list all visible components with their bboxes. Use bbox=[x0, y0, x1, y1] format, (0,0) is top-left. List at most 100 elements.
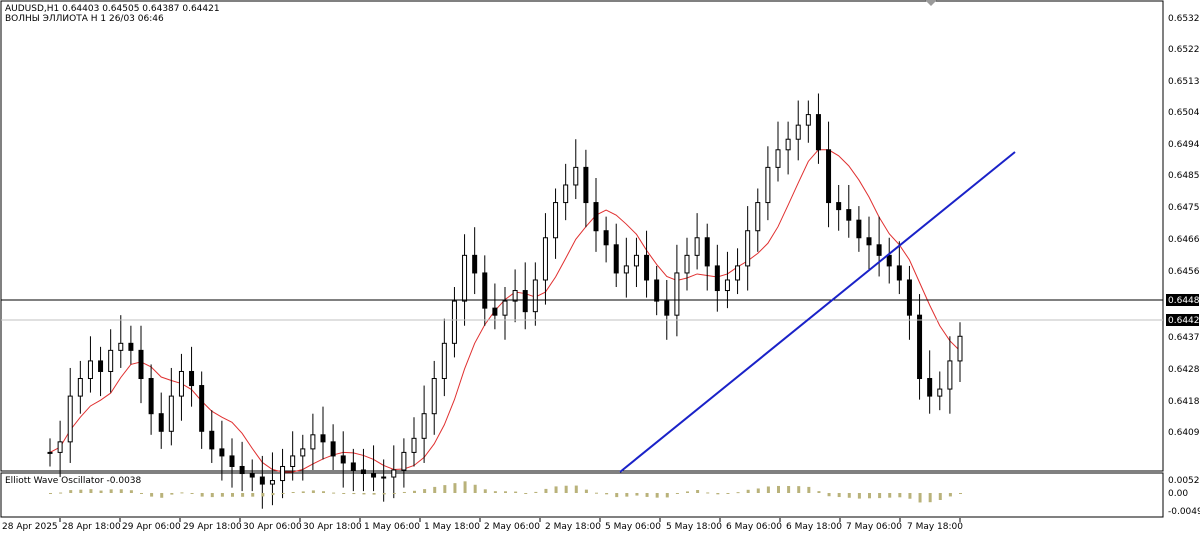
candle-body bbox=[826, 149, 832, 204]
oscillator-bar bbox=[301, 491, 305, 493]
candle-body bbox=[613, 244, 619, 274]
oscillator-bar bbox=[595, 492, 598, 494]
candle-body bbox=[563, 184, 569, 204]
price-tick: 0.64281 bbox=[1168, 365, 1200, 375]
candle-body bbox=[694, 237, 700, 256]
candle-body bbox=[492, 307, 498, 316]
oscillator-bar bbox=[129, 490, 133, 493]
candle-body bbox=[927, 378, 933, 397]
time-axis[interactable]: 28 Apr 2025 28 Apr 18:00 29 Apr 06:00 29… bbox=[2, 522, 963, 532]
candle-body bbox=[229, 455, 235, 467]
candle-body bbox=[633, 254, 639, 267]
candle-body bbox=[340, 455, 346, 464]
oscillator-bar bbox=[69, 490, 73, 493]
candle-body bbox=[47, 451, 53, 454]
candle-body bbox=[57, 441, 63, 453]
candle-body bbox=[664, 300, 670, 316]
candle-body bbox=[876, 244, 882, 256]
oscillator-bar bbox=[928, 493, 932, 503]
candle-body bbox=[77, 378, 83, 397]
candle-body bbox=[148, 378, 154, 415]
oscillator-bar bbox=[827, 493, 831, 497]
time-label: 2 May 06:00 bbox=[484, 522, 540, 532]
candle-body bbox=[724, 279, 730, 292]
symbol-header: AUDUSD,H1 0.64403 0.64505 0.64387 0.6442… bbox=[5, 4, 220, 14]
trendline[interactable] bbox=[619, 151, 1016, 473]
price-axis[interactable]: 0.65321 0.65226 0.65131 0.65041 0.64946 … bbox=[1166, 14, 1200, 438]
candle-body bbox=[502, 300, 508, 316]
candle-body bbox=[280, 465, 286, 482]
oscillator-bar bbox=[706, 492, 710, 494]
candle-body bbox=[259, 476, 265, 485]
candle-body bbox=[856, 219, 862, 239]
time-label: 7 May 18:00 bbox=[907, 522, 963, 532]
price-tick: 0.65041 bbox=[1168, 108, 1200, 118]
candle-body bbox=[917, 314, 923, 380]
candle-body bbox=[775, 149, 781, 168]
oscillator-axis[interactable]: 0.0052 0.00 -0.0049 bbox=[1168, 476, 1200, 517]
oscillator-bar bbox=[311, 490, 315, 493]
oscillator-bar bbox=[291, 492, 295, 493]
candle-body bbox=[350, 462, 356, 471]
oscillator-bar bbox=[868, 493, 871, 499]
oscillator-bar bbox=[140, 493, 143, 494]
time-label: 30 Apr 06:00 bbox=[243, 522, 302, 532]
candle-body bbox=[906, 279, 912, 316]
candle-body bbox=[714, 265, 720, 292]
oscillator-bar bbox=[574, 485, 578, 493]
oscillator-bar bbox=[635, 493, 639, 496]
oscillator-bar bbox=[918, 493, 922, 503]
oscillator-bar bbox=[99, 490, 103, 493]
shift-marker-icon[interactable] bbox=[925, 0, 937, 6]
oscillator-bar bbox=[493, 491, 497, 493]
current-price-label-bg bbox=[1166, 314, 1199, 326]
candle-body bbox=[168, 395, 174, 432]
candle-body bbox=[735, 265, 741, 281]
candle-body bbox=[431, 378, 437, 415]
candle-body bbox=[269, 480, 275, 485]
candle-body bbox=[644, 254, 650, 281]
indicator-header: ВОЛНЫ ЭЛЛИОТА H 1 26/03 06:46 bbox=[5, 14, 164, 24]
oscillator-bar bbox=[938, 493, 942, 500]
candle-body bbox=[320, 434, 326, 443]
oscillator-bar bbox=[736, 492, 740, 494]
oscillator-bar bbox=[220, 493, 224, 497]
oscillator-bar bbox=[392, 493, 396, 494]
oscillator-pane[interactable] bbox=[0, 472, 1164, 518]
oscillator-bar bbox=[433, 486, 437, 493]
oscillator-bar bbox=[342, 493, 346, 494]
price-pane[interactable] bbox=[0, 0, 1164, 472]
oscillator-bar bbox=[160, 493, 164, 498]
candle-body bbox=[583, 166, 589, 204]
candle-body bbox=[219, 448, 225, 457]
price-tick: 0.65226 bbox=[1168, 45, 1200, 55]
candle-body bbox=[593, 202, 599, 232]
oscillator-bar bbox=[746, 489, 750, 493]
oscillator-bar bbox=[908, 493, 912, 499]
price-tick: 0.64946 bbox=[1168, 140, 1200, 150]
oscillator-bar bbox=[807, 486, 811, 493]
oscillator-bar bbox=[453, 483, 457, 493]
candle-body bbox=[654, 279, 660, 302]
candle-body bbox=[815, 114, 821, 151]
candle-body bbox=[522, 290, 528, 313]
time-label: 6 May 18:00 bbox=[786, 522, 842, 532]
candle-body bbox=[108, 349, 114, 372]
oscillator-bar bbox=[797, 486, 801, 493]
candle-body bbox=[199, 385, 205, 432]
oscillator-bar bbox=[645, 493, 649, 497]
candle-body bbox=[300, 448, 306, 457]
price-tick: 0.64091 bbox=[1168, 428, 1200, 438]
candle-body bbox=[795, 124, 801, 140]
oscillator-bar bbox=[59, 492, 63, 494]
candle-body bbox=[360, 469, 366, 475]
candle-body bbox=[866, 237, 872, 246]
time-label: 30 Apr 18:00 bbox=[303, 522, 362, 532]
oscillator-label: Elliott Wave Oscillator -0.0038 bbox=[5, 476, 142, 486]
candle-body bbox=[189, 370, 195, 387]
oscillator-bar bbox=[463, 481, 467, 493]
oscillator-bar bbox=[281, 493, 285, 494]
